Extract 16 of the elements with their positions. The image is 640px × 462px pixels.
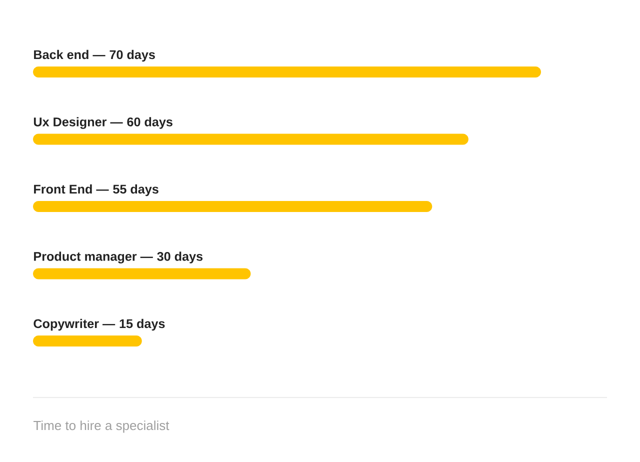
y-tick-label: Back end — xyxy=(34,50,106,60)
data-label: 30 days xyxy=(157,252,203,264)
y-tick-label: Front End — xyxy=(34,184,109,194)
data-label: 70 days xyxy=(110,50,155,62)
bar xyxy=(33,134,468,145)
bar xyxy=(33,200,432,212)
bar xyxy=(33,66,541,78)
bar xyxy=(33,268,251,280)
bar xyxy=(33,335,142,346)
y-tick-label: Product manager — xyxy=(34,252,153,264)
data-label: 55 days xyxy=(113,184,158,196)
y-tick-label: Ux Designer — xyxy=(34,117,123,129)
data-label: 15 days xyxy=(120,318,165,331)
y-tick-label: Copywriter — xyxy=(34,318,116,331)
text: Time to hire a specialist xyxy=(34,420,170,433)
data-label: 60 days xyxy=(127,117,172,129)
